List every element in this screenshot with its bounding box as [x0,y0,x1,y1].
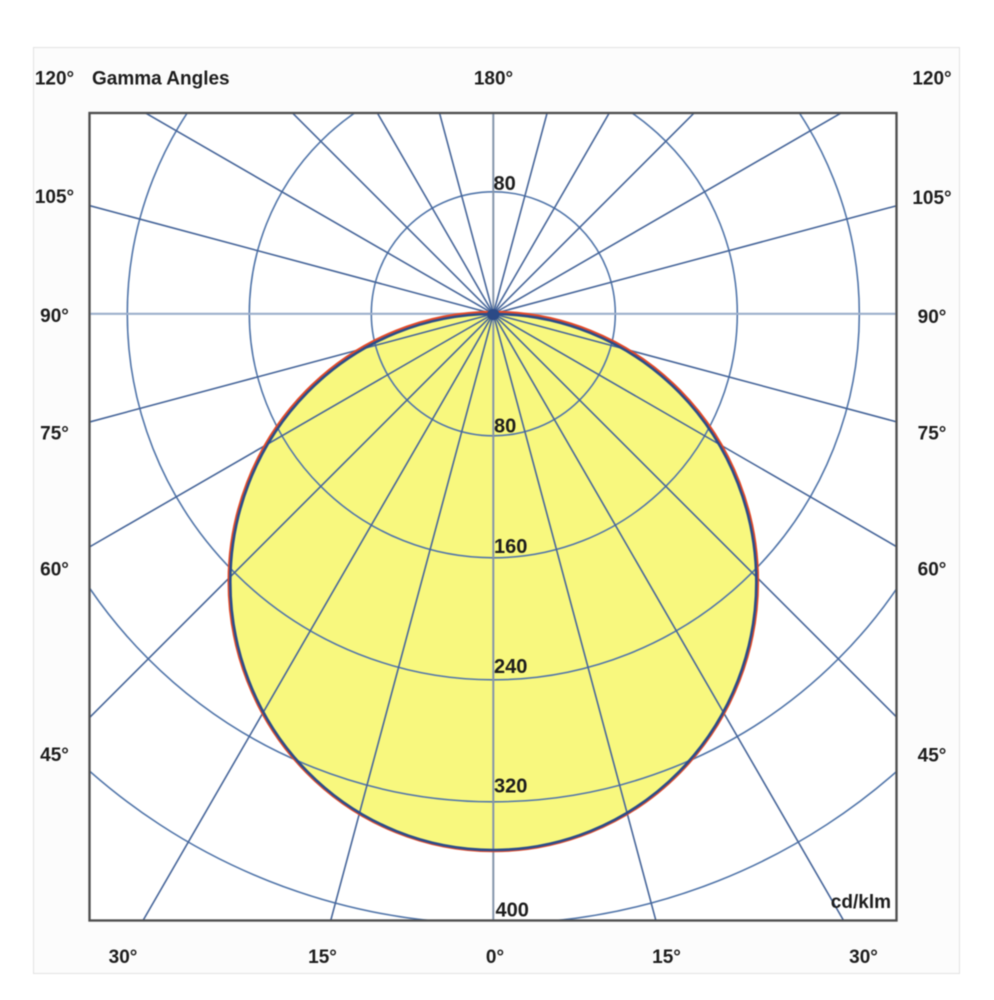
svg-text:15°: 15° [308,947,337,968]
svg-text:30°: 30° [849,947,878,968]
svg-text:75°: 75° [40,424,69,445]
svg-text:Gamma Angles: Gamma Angles [92,69,230,90]
svg-text:160: 160 [494,536,527,558]
svg-text:60°: 60° [918,560,947,581]
svg-text:90°: 90° [918,307,947,328]
svg-text:45°: 45° [918,746,947,767]
svg-text:80: 80 [494,173,516,195]
svg-text:90°: 90° [40,306,69,327]
svg-text:105°: 105° [912,188,951,209]
svg-text:105°: 105° [35,187,74,208]
svg-text:80: 80 [494,416,516,438]
svg-text:400: 400 [496,899,529,921]
svg-text:120°: 120° [912,69,951,90]
svg-text:15°: 15° [652,947,681,968]
svg-text:0°: 0° [486,947,504,968]
svg-text:240: 240 [494,656,527,678]
svg-text:75°: 75° [918,424,947,445]
svg-text:60°: 60° [40,560,69,581]
svg-text:120°: 120° [35,69,74,90]
svg-text:180°: 180° [474,69,513,90]
svg-text:320: 320 [494,776,527,798]
svg-text:45°: 45° [40,745,69,766]
svg-text:cd/klm: cd/klm [831,892,891,913]
svg-text:30°: 30° [109,947,138,968]
